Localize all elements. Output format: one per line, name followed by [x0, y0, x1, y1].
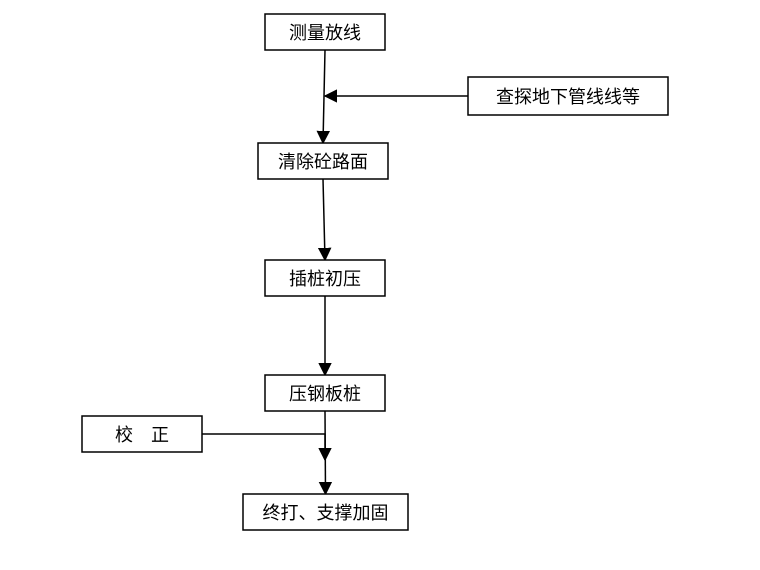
flow-node-n4: 插桩初压 [265, 260, 385, 296]
flow-node-label: 清除砼路面 [278, 152, 368, 172]
flow-node-label: 测量放线 [289, 23, 361, 43]
flow-edge [323, 179, 325, 260]
flowchart-canvas: 测量放线查探地下管线线等清除砼路面插桩初压压钢板桩校 正终打、支撑加固 [0, 0, 760, 570]
flow-node-label: 终打、支撑加固 [263, 503, 389, 523]
flow-node-n1: 测量放线 [265, 14, 385, 50]
flow-node-n7: 终打、支撑加固 [243, 494, 408, 530]
flow-node-n5: 压钢板桩 [265, 375, 385, 411]
flow-node-n3: 清除砼路面 [258, 143, 388, 179]
flow-edge [323, 50, 325, 143]
flow-node-label: 校 正 [115, 425, 169, 445]
flow-node-label: 插桩初压 [289, 269, 361, 289]
flow-node-label: 压钢板桩 [289, 384, 361, 404]
flow-edge [202, 434, 325, 460]
flow-node-n6: 校 正 [82, 416, 202, 452]
flow-node-label: 查探地下管线线等 [496, 87, 640, 107]
flow-node-n2: 查探地下管线线等 [468, 77, 668, 115]
